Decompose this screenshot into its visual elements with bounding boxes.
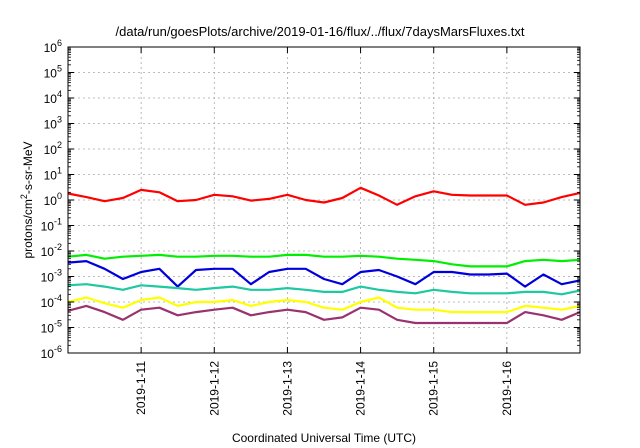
x-axis-label: Coordinated Universal Time (UTC) (232, 431, 416, 445)
y-tick-label: 105 (44, 64, 62, 81)
y-tick-label-base: 10 (41, 322, 55, 336)
y-tick-label-base: 10 (44, 143, 58, 157)
y-tick-label-exponent: -1 (54, 217, 62, 227)
y-tick-label-exponent: 4 (57, 89, 62, 99)
y-tick-label-exponent: -6 (54, 344, 62, 354)
y-tick-label-base: 10 (44, 41, 58, 55)
y-tick-label-base: 10 (44, 92, 58, 106)
y-tick-label: 106 (44, 38, 62, 55)
y-tick-label: 10-4 (41, 293, 62, 310)
x-tick-label: 2019-1-11 (134, 361, 148, 415)
x-tick-label: 2019-1-16 (500, 361, 514, 416)
y-tick-label: 10-5 (41, 319, 62, 336)
y-axis-label-rest: -s-sr-MeV (21, 141, 35, 194)
y-tick-label-exponent: 3 (57, 115, 62, 125)
y-tick-label-base: 10 (41, 347, 55, 361)
y-tick-label-exponent: -5 (54, 319, 62, 329)
series-line (67, 253, 581, 268)
y-tick-label-exponent: 1 (57, 166, 62, 176)
y-tick-label-base: 10 (44, 169, 58, 183)
series-line (67, 296, 581, 314)
x-tick-label: 2019-1-14 (354, 361, 368, 416)
y-tick-label: 10-1 (41, 217, 62, 234)
y-tick-label-base: 10 (41, 220, 55, 234)
series-group (67, 186, 581, 325)
y-tick-label-exponent: -2 (54, 242, 62, 252)
series-line (67, 260, 581, 288)
y-tick-label-base: 10 (41, 245, 55, 259)
y-tick-label: 10-2 (41, 242, 62, 259)
y-tick-label-exponent: 0 (57, 191, 62, 201)
y-axis-label: protons/cm2-s-sr-MeV (19, 141, 35, 258)
x-axis-ticks: 2019-1-11 2019-1-12 2019-1-13 2019-1-14 2019… (134, 47, 514, 416)
y-tick-label-exponent: -4 (54, 293, 62, 303)
y-tick-label: 10-3 (41, 268, 62, 285)
series-line (67, 186, 581, 206)
y-tick-label-exponent: 2 (57, 140, 62, 150)
y-tick-label-exponent: -3 (54, 268, 62, 278)
series-line (67, 283, 581, 296)
y-tick-label-exponent: 6 (57, 38, 62, 48)
y-tick-label: 103 (44, 115, 62, 132)
y-axis-label-base: protons/cm (21, 199, 35, 258)
x-tick-label: 2019-1-12 (207, 361, 221, 416)
y-tick-label: 10-6 (41, 344, 62, 361)
y-tick-label-base: 10 (44, 194, 58, 208)
y-axis-label-sup: 2 (19, 194, 29, 199)
x-tick-label: 2019-1-13 (280, 361, 294, 416)
y-axis-ticks: 10-610-510-410-310-210-11001011021031041… (41, 38, 580, 361)
y-tick-label: 102 (44, 140, 62, 157)
chart-title: /data/run/goesPlots/archive/2019-01-16/f… (116, 24, 525, 39)
y-tick-label-base: 10 (44, 67, 58, 81)
y-tick-label: 101 (44, 166, 62, 183)
y-tick-label: 100 (44, 191, 62, 208)
y-tick-label-base: 10 (41, 296, 55, 310)
x-tick-label: 2019-1-15 (427, 361, 441, 416)
y-tick-label: 104 (44, 89, 62, 106)
y-tick-label-base: 10 (41, 271, 55, 285)
y-tick-label-exponent: 5 (57, 64, 62, 74)
series-line (67, 304, 581, 325)
y-tick-label-base: 10 (44, 118, 58, 132)
